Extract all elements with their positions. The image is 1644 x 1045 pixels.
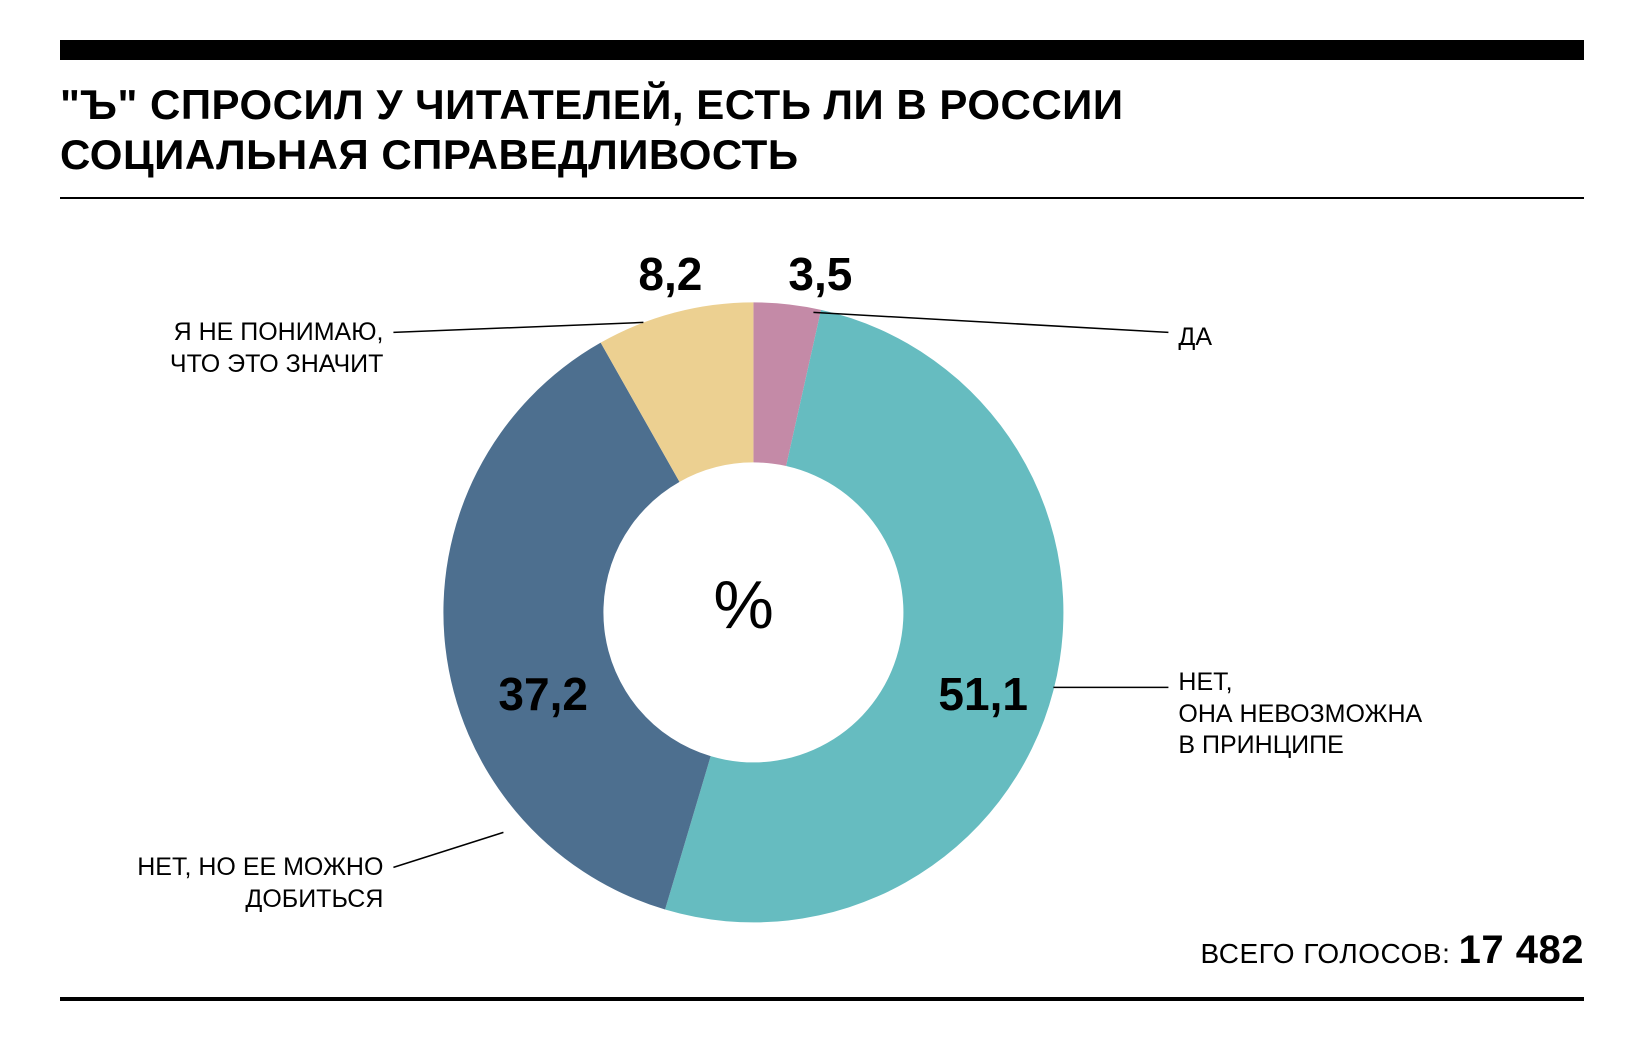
- value-no-achievable: 37,2: [498, 667, 588, 721]
- center-percent-symbol: %: [713, 566, 773, 644]
- totals-value: 17 482: [1459, 928, 1584, 972]
- top-rule-thick: [60, 40, 1584, 60]
- chart-area: % 3,5 ДА 51,1 НЕТ,ОНА НЕВОЗМОЖНАВ ПРИНЦИПЕ 37…: [60, 199, 1584, 979]
- label-no-impossible: НЕТ,ОНА НЕВОЗМОЖНАВ ПРИНЦИПЕ: [1178, 667, 1422, 761]
- rule-bottom: [60, 997, 1584, 1001]
- title-line-1: "Ъ" СПРОСИЛ У ЧИТАТЕЛЕЙ, ЕСТЬ ЛИ В РОССИ…: [60, 80, 1584, 130]
- value-da: 3,5: [788, 247, 852, 301]
- leader-no-achievable: [393, 832, 503, 867]
- leader-dont-understand: [393, 322, 643, 332]
- title-line-2: СОЦИАЛЬНАЯ СПРАВЕДЛИВОСТЬ: [60, 130, 1584, 180]
- page: "Ъ" СПРОСИЛ У ЧИТАТЕЛЕЙ, ЕСТЬ ЛИ В РОССИ…: [0, 0, 1644, 1045]
- label-no-achievable: НЕТ, НО ЕЕ МОЖНОДОБИТЬСЯ: [137, 852, 383, 915]
- label-da: ДА: [1178, 322, 1212, 353]
- value-no-impossible: 51,1: [938, 667, 1028, 721]
- totals-prefix: ВСЕГО ГОЛОСОВ:: [1201, 938, 1459, 969]
- totals-line: ВСЕГО ГОЛОСОВ: 17 482: [1201, 928, 1584, 973]
- value-dont-understand: 8,2: [638, 247, 702, 301]
- content-frame: "Ъ" СПРОСИЛ У ЧИТАТЕЛЕЙ, ЕСТЬ ЛИ В РОССИ…: [60, 40, 1584, 1001]
- label-dont-understand: Я НЕ ПОНИМАЮ,ЧТО ЭТО ЗНАЧИТ: [170, 317, 384, 380]
- title-block: "Ъ" СПРОСИЛ У ЧИТАТЕЛЕЙ, ЕСТЬ ЛИ В РОССИ…: [60, 60, 1584, 197]
